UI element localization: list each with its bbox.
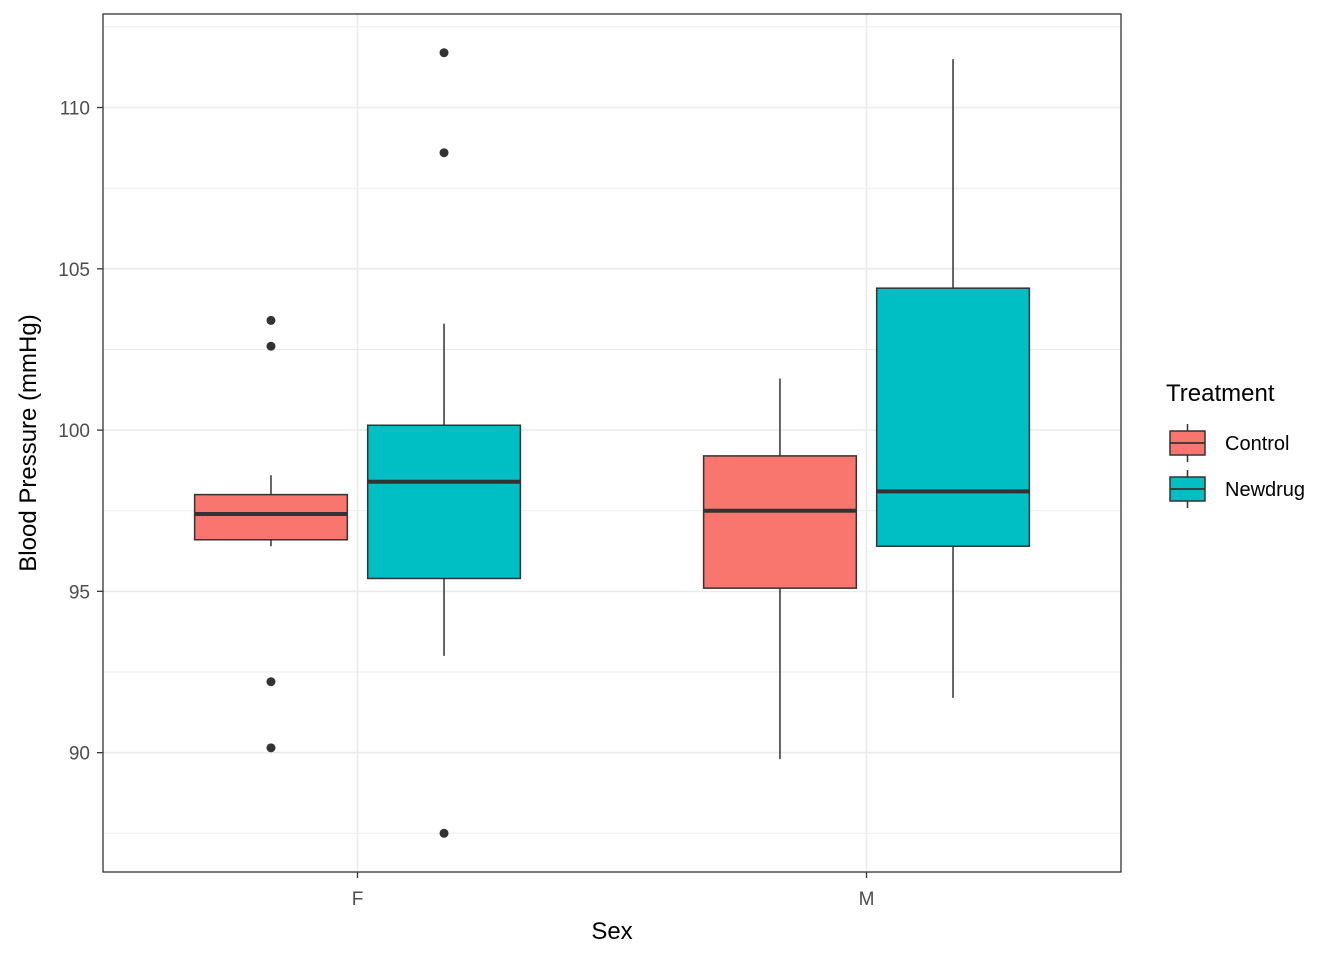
y-tick-label: 110 (60, 99, 90, 120)
x-tick-label: M (859, 889, 875, 910)
panel-border (102, 13, 1122, 873)
box-iqr (366, 424, 522, 580)
box-newdrug-m (875, 59, 1031, 698)
legend: Treatment Control Newdrug (1166, 380, 1305, 508)
box-control-f (193, 315, 349, 753)
major-gridlines (103, 14, 1121, 872)
y-tick-label: 100 (58, 421, 90, 442)
outlier-point (266, 341, 276, 351)
y-axis-title: Blood Pressure (mmHg) (15, 314, 42, 571)
legend-label: Control (1225, 433, 1289, 455)
legend-title: Treatment (1166, 380, 1275, 407)
y-axis: 90 95 100 105 110 (58, 99, 103, 765)
legend-label: Newdrug (1225, 479, 1305, 501)
outlier-point (266, 677, 276, 687)
y-tick-label: 105 (58, 260, 90, 281)
box-iqr (193, 493, 349, 541)
outlier-point (439, 828, 449, 838)
outlier-point (439, 48, 449, 58)
box-newdrug-f (366, 48, 522, 838)
box-control-m (702, 378, 858, 760)
legend-item-newdrug: Newdrug (1169, 470, 1305, 508)
x-axis-title: Sex (591, 918, 632, 945)
y-tick-label: 90 (69, 744, 90, 765)
outlier-point (439, 148, 449, 158)
outlier-point (266, 315, 276, 325)
outlier-point (266, 743, 276, 753)
x-tick-label: F (352, 889, 364, 910)
y-tick-label: 95 (69, 582, 90, 603)
box-iqr (702, 455, 858, 589)
boxes-layer (193, 48, 1031, 838)
legend-item-control: Control (1169, 424, 1289, 462)
box-iqr (875, 287, 1031, 547)
